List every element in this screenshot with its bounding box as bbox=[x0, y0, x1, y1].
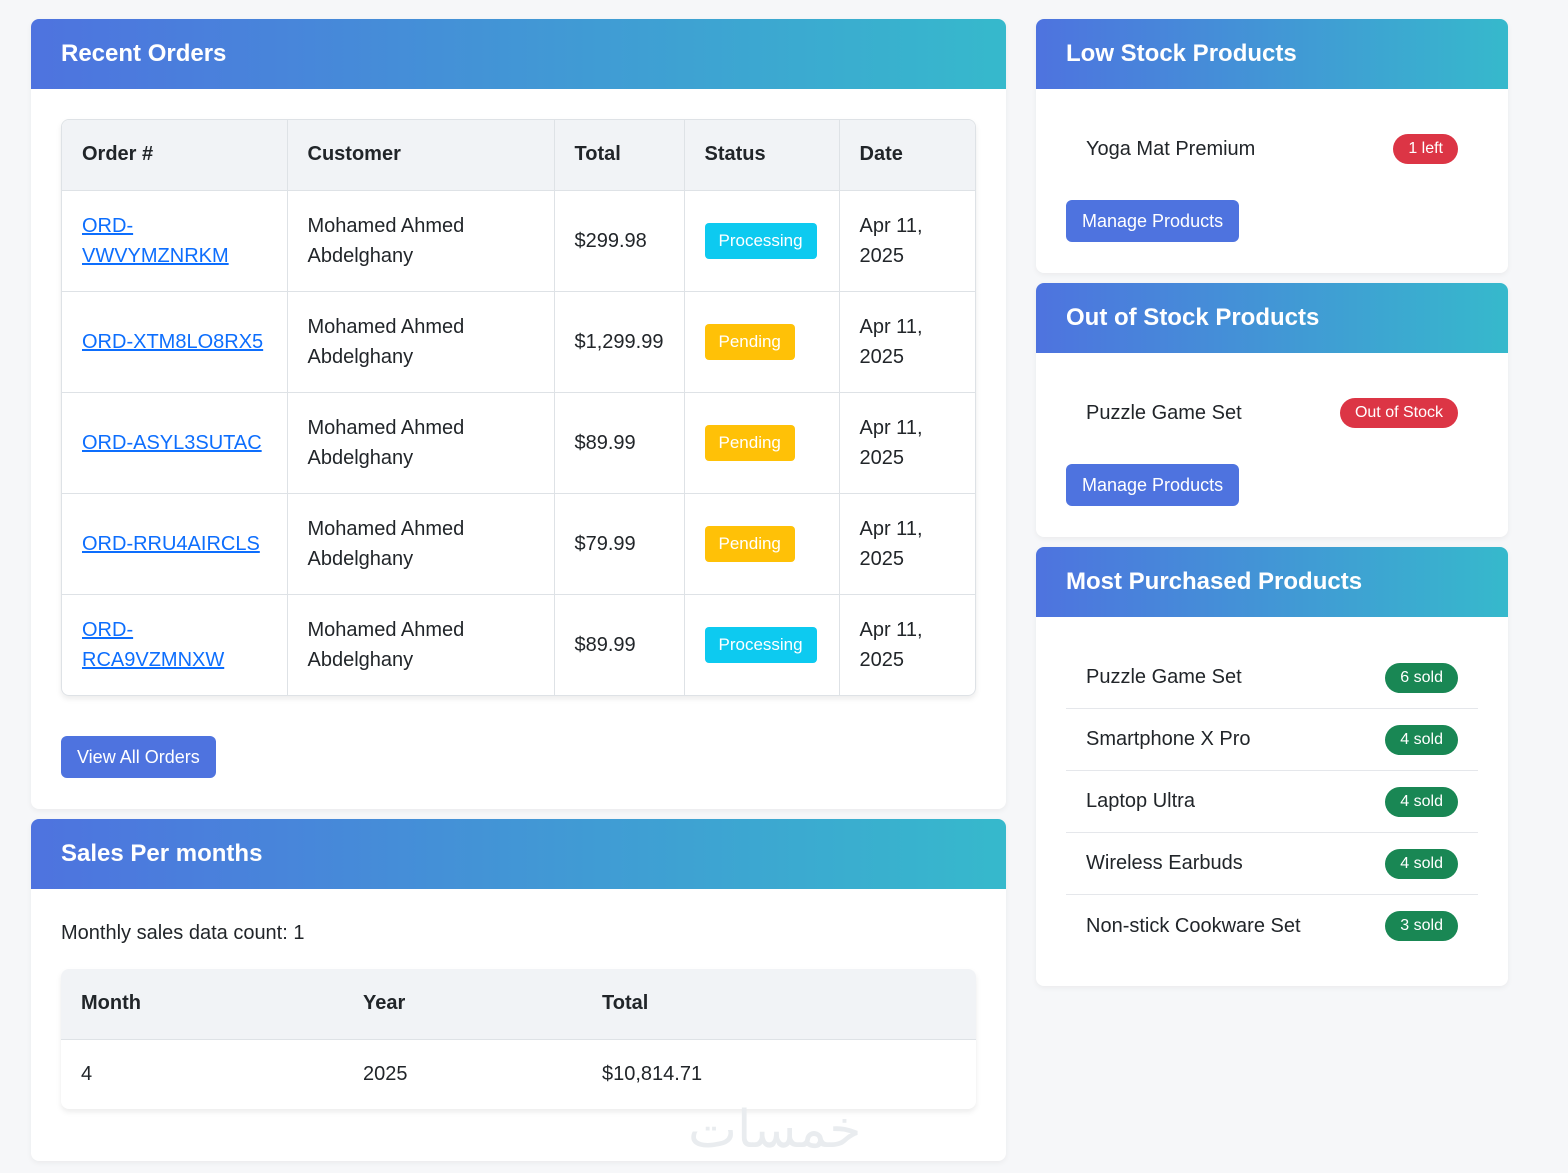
order-link[interactable]: ORD-RCA9VZMNXW bbox=[82, 618, 225, 671]
status-badge: Pending bbox=[704, 323, 795, 360]
col-sales-total: Total bbox=[582, 969, 976, 1039]
table-row: 4 2025 $10,814.71 bbox=[61, 1038, 976, 1109]
list-item: Smartphone X Pro 4 sold bbox=[1066, 709, 1478, 771]
out-of-stock-header: Out of Stock Products bbox=[1036, 283, 1508, 353]
sales-card: Sales Per months Monthly sales data coun… bbox=[31, 819, 1006, 1161]
sold-badge: 4 sold bbox=[1385, 848, 1458, 879]
order-date: Apr 11, 2025 bbox=[839, 391, 975, 493]
customer-name: Mohamed Ahmed Abdelghany bbox=[287, 593, 555, 695]
watermark-logo: خمسات bbox=[688, 1100, 862, 1160]
status-badge: Pending bbox=[704, 424, 795, 461]
manage-products-button[interactable]: Manage Products bbox=[1066, 200, 1240, 242]
list-item: Non-stick Cookware Set 3 sold bbox=[1066, 895, 1478, 957]
stock-badge: Out of Stock bbox=[1339, 398, 1458, 428]
table-row: ORD-RCA9VZMNXW Mohamed Ahmed Abdelghany … bbox=[62, 593, 975, 695]
order-link[interactable]: ORD-ASYL3SUTAC bbox=[82, 431, 262, 454]
manage-products-button[interactable]: Manage Products bbox=[1066, 464, 1240, 506]
customer-name: Mohamed Ahmed Abdelghany bbox=[287, 492, 555, 594]
product-name: Smartphone X Pro bbox=[1086, 728, 1251, 750]
product-name: Wireless Earbuds bbox=[1086, 852, 1243, 874]
sold-badge: 6 sold bbox=[1385, 662, 1458, 693]
order-total: $1,299.99 bbox=[554, 290, 685, 392]
col-order-number: Order # bbox=[62, 120, 288, 190]
stock-badge: 1 left bbox=[1393, 134, 1458, 164]
sales-table-wrapper: Month Year Total 4 2025 $10,814.71 bbox=[61, 969, 976, 1109]
product-name: Puzzle Game Set bbox=[1086, 401, 1242, 424]
sales-count-text: Monthly sales data count: 1 bbox=[61, 922, 305, 944]
table-row: ORD-ASYL3SUTAC Mohamed Ahmed Abdelghany … bbox=[62, 391, 975, 493]
out-of-stock-card: Out of Stock Products Puzzle Game Set Ou… bbox=[1036, 283, 1508, 537]
col-year: Year bbox=[343, 969, 582, 1039]
col-month: Month bbox=[61, 969, 343, 1039]
status-badge: Pending bbox=[704, 525, 795, 562]
col-customer: Customer bbox=[287, 120, 555, 190]
col-date: Date bbox=[839, 120, 975, 190]
customer-name: Mohamed Ahmed Abdelghany bbox=[287, 290, 555, 392]
order-link[interactable]: ORD-XTM8LO8RX5 bbox=[82, 330, 264, 353]
order-total: $79.99 bbox=[554, 492, 685, 594]
sales-header-row: Month Year Total bbox=[61, 969, 976, 1039]
most-purchased-header: Most Purchased Products bbox=[1036, 547, 1508, 617]
sales-header: Sales Per months bbox=[31, 819, 1006, 889]
recent-orders-header: Recent Orders bbox=[31, 19, 1006, 89]
customer-name: Mohamed Ahmed Abdelghany bbox=[287, 391, 555, 493]
list-item: Yoga Mat Premium 1 left bbox=[1066, 119, 1478, 179]
order-date: Apr 11, 2025 bbox=[839, 290, 975, 392]
sold-badge: 3 sold bbox=[1385, 911, 1458, 941]
order-link[interactable]: ORD-RRU4AIRCLS bbox=[82, 532, 260, 555]
sales-month: 4 bbox=[61, 1038, 343, 1109]
orders-header-row: Order # Customer Total Status Date bbox=[62, 120, 975, 190]
order-date: Apr 11, 2025 bbox=[839, 189, 975, 291]
order-date: Apr 11, 2025 bbox=[839, 492, 975, 594]
sales-table: Month Year Total 4 2025 $10,814.71 bbox=[61, 969, 976, 1109]
customer-name: Mohamed Ahmed Abdelghany bbox=[287, 189, 555, 291]
table-row: ORD-RRU4AIRCLS Mohamed Ahmed Abdelghany … bbox=[62, 492, 975, 594]
orders-table-wrapper: Order # Customer Total Status Date ORD-V… bbox=[61, 119, 976, 696]
col-total: Total bbox=[554, 120, 685, 190]
order-total: $299.98 bbox=[554, 189, 685, 291]
orders-table: Order # Customer Total Status Date ORD-V… bbox=[62, 120, 975, 695]
order-date: Apr 11, 2025 bbox=[839, 593, 975, 695]
col-status: Status bbox=[684, 120, 840, 190]
order-link[interactable]: ORD-VWVYMZNRKM bbox=[82, 214, 229, 267]
product-name: Puzzle Game Set bbox=[1086, 666, 1242, 688]
most-purchased-card: Most Purchased Products Puzzle Game Set … bbox=[1036, 547, 1508, 986]
table-row: ORD-VWVYMZNRKM Mohamed Ahmed Abdelghany … bbox=[62, 189, 975, 291]
recent-orders-card: Recent Orders Order # Customer Total Sta… bbox=[31, 19, 1006, 809]
order-total: $89.99 bbox=[554, 593, 685, 695]
low-stock-card: Low Stock Products Yoga Mat Premium 1 le… bbox=[1036, 19, 1508, 273]
sales-year: 2025 bbox=[343, 1038, 582, 1109]
order-total: $89.99 bbox=[554, 391, 685, 493]
status-badge: Processing bbox=[704, 222, 817, 259]
status-badge: Processing bbox=[704, 626, 817, 663]
list-item: Puzzle Game Set Out of Stock bbox=[1066, 383, 1478, 443]
view-all-orders-button[interactable]: View All Orders bbox=[61, 736, 216, 778]
low-stock-header: Low Stock Products bbox=[1036, 19, 1508, 89]
list-item: Laptop Ultra 4 sold bbox=[1066, 771, 1478, 833]
sales-total: $10,814.71 bbox=[582, 1038, 976, 1109]
product-name: Laptop Ultra bbox=[1086, 790, 1195, 812]
list-item: Puzzle Game Set 6 sold bbox=[1066, 647, 1478, 709]
table-row: ORD-XTM8LO8RX5 Mohamed Ahmed Abdelghany … bbox=[62, 290, 975, 392]
sold-badge: 4 sold bbox=[1385, 724, 1458, 755]
product-name: Non-stick Cookware Set bbox=[1086, 914, 1301, 937]
list-item: Wireless Earbuds 4 sold bbox=[1066, 833, 1478, 895]
sold-badge: 4 sold bbox=[1385, 786, 1458, 817]
product-name: Yoga Mat Premium bbox=[1086, 137, 1256, 160]
